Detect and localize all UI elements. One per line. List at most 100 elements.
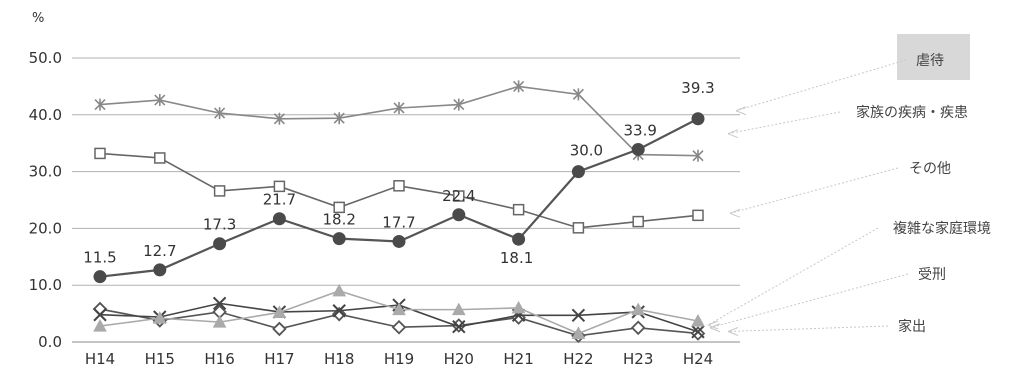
data-point bbox=[273, 112, 285, 125]
legend-item: 虐待 bbox=[735, 34, 970, 116]
data-point bbox=[153, 263, 167, 277]
legend-arrowhead bbox=[709, 323, 721, 333]
data-point bbox=[391, 319, 407, 335]
data-point bbox=[631, 302, 646, 316]
data-point bbox=[94, 98, 106, 111]
legend-item: 家族の疾病・疾患 bbox=[727, 104, 968, 139]
data-point bbox=[333, 112, 345, 125]
legend-arrowhead bbox=[735, 106, 747, 116]
series-line bbox=[99, 85, 699, 157]
series-line bbox=[99, 117, 699, 278]
data-point bbox=[273, 180, 286, 193]
x-tick-label: H23 bbox=[623, 350, 653, 368]
data-point bbox=[630, 320, 646, 336]
data-point bbox=[332, 304, 346, 318]
data-point bbox=[571, 308, 586, 323]
y-tick-label: 40.0 bbox=[29, 106, 62, 124]
legend-label: 虐待 bbox=[916, 53, 944, 69]
y-tick-label: 50.0 bbox=[29, 49, 62, 67]
y-tick-label: 0.0 bbox=[38, 333, 62, 351]
data-label: 17.3 bbox=[203, 216, 236, 234]
series bbox=[94, 147, 704, 234]
data-point bbox=[453, 98, 465, 111]
x-tick-label: H17 bbox=[264, 350, 294, 368]
legend-arrowhead bbox=[729, 208, 741, 218]
legend-item: 複雑な家庭環境 bbox=[707, 220, 991, 330]
legend-item: 受刑 bbox=[709, 267, 946, 333]
legend-highlight-box bbox=[897, 34, 970, 80]
data-point bbox=[212, 315, 227, 328]
x-tick-label: H15 bbox=[145, 350, 175, 368]
data-label: 30.0 bbox=[570, 142, 603, 160]
data-point bbox=[154, 152, 166, 164]
series bbox=[93, 112, 705, 284]
data-point bbox=[393, 101, 405, 114]
data-point bbox=[332, 232, 346, 246]
data-point bbox=[571, 326, 586, 339]
data-point bbox=[451, 302, 466, 316]
legend-label: 受刑 bbox=[918, 267, 946, 283]
data-point bbox=[272, 305, 287, 318]
data-label: 12.7 bbox=[143, 242, 176, 260]
data-point bbox=[332, 283, 347, 297]
series bbox=[93, 283, 705, 339]
data-label: 22.4 bbox=[442, 187, 475, 205]
x-tick-label: H24 bbox=[683, 350, 713, 368]
data-point bbox=[572, 222, 585, 234]
legend-label: その他 bbox=[909, 161, 951, 177]
data-point bbox=[393, 180, 405, 192]
data-point bbox=[691, 313, 705, 327]
data-label: 18.2 bbox=[322, 211, 355, 229]
legend-item: 家出 bbox=[727, 318, 926, 336]
data-label: 21.7 bbox=[263, 191, 296, 209]
legend-pointer bbox=[727, 111, 841, 135]
data-point bbox=[692, 209, 704, 222]
x-tick-label: H16 bbox=[204, 350, 234, 368]
data-label: 39.3 bbox=[681, 79, 714, 97]
x-tick-label: H19 bbox=[384, 350, 414, 368]
data-point bbox=[93, 308, 107, 322]
data-point bbox=[212, 296, 227, 311]
y-tick-label: 30.0 bbox=[29, 163, 62, 181]
legend-pointer bbox=[707, 227, 879, 326]
data-point bbox=[213, 237, 227, 251]
legend-arrowhead bbox=[727, 129, 739, 139]
data-point bbox=[152, 311, 167, 324]
data-point bbox=[392, 302, 406, 316]
data-point bbox=[272, 321, 287, 337]
data-point bbox=[632, 215, 644, 228]
legend-pointer bbox=[709, 273, 909, 329]
data-point bbox=[571, 165, 585, 179]
data-point bbox=[692, 149, 704, 162]
data-point bbox=[691, 112, 705, 126]
data-point bbox=[93, 270, 107, 284]
data-point bbox=[93, 319, 107, 332]
legend-arrowhead bbox=[727, 327, 739, 336]
x-tick-label: H18 bbox=[324, 350, 354, 368]
data-point bbox=[333, 201, 345, 214]
data-label: 18.1 bbox=[500, 249, 533, 267]
legend-pointer bbox=[735, 59, 907, 112]
data-point bbox=[94, 147, 106, 160]
data-point bbox=[512, 232, 526, 246]
data-point bbox=[213, 185, 226, 197]
data-point bbox=[572, 88, 584, 101]
data-point bbox=[690, 326, 706, 341]
legend-label: 家出 bbox=[898, 318, 926, 335]
data-point bbox=[154, 94, 166, 107]
series-lines bbox=[92, 80, 706, 344]
data-point bbox=[452, 319, 466, 334]
data-point bbox=[453, 190, 465, 202]
data-point bbox=[631, 142, 645, 156]
legend-item: その他 bbox=[729, 161, 951, 218]
data-label: 17.7 bbox=[382, 213, 415, 231]
data-point bbox=[92, 301, 108, 317]
data-point bbox=[511, 300, 526, 314]
x-tick-label: H21 bbox=[503, 350, 533, 368]
data-point bbox=[452, 208, 466, 222]
gridlines bbox=[72, 57, 740, 343]
x-tick-label: H22 bbox=[563, 350, 593, 368]
